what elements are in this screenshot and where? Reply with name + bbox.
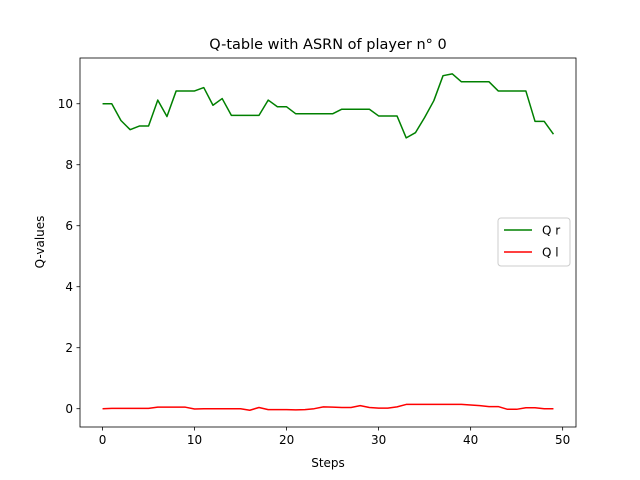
plot-area: 0 10 20 30 40 50 0 2 4 6 8 10 <box>58 57 577 447</box>
y-tick-label: 0 <box>65 402 73 416</box>
axes-frame <box>79 57 577 428</box>
series-line-q-l <box>102 403 554 411</box>
legend-label: Q l <box>542 245 559 259</box>
legend: Q r Q l <box>497 217 571 267</box>
x-tick-label: 40 <box>463 433 478 447</box>
series-line-q-r <box>102 73 555 139</box>
chart-title: Q-table with ASRN of player n° 0 <box>209 37 446 53</box>
y-tick-label: 2 <box>65 341 73 355</box>
x-tick-label: 50 <box>555 433 570 447</box>
y-axis-label: Q-values <box>33 216 47 269</box>
x-tick-label: 20 <box>279 433 294 447</box>
y-tick-label: 4 <box>65 280 73 294</box>
x-tick-label: 30 <box>371 433 386 447</box>
legend-label: Q r <box>542 223 560 237</box>
y-tick-label: 6 <box>65 219 73 233</box>
y-tick-label: 8 <box>65 158 73 172</box>
x-axis-label: Steps <box>311 456 345 470</box>
x-tick-label: 10 <box>187 433 202 447</box>
x-tick-label: 0 <box>99 433 107 447</box>
y-tick-label: 10 <box>58 97 73 111</box>
